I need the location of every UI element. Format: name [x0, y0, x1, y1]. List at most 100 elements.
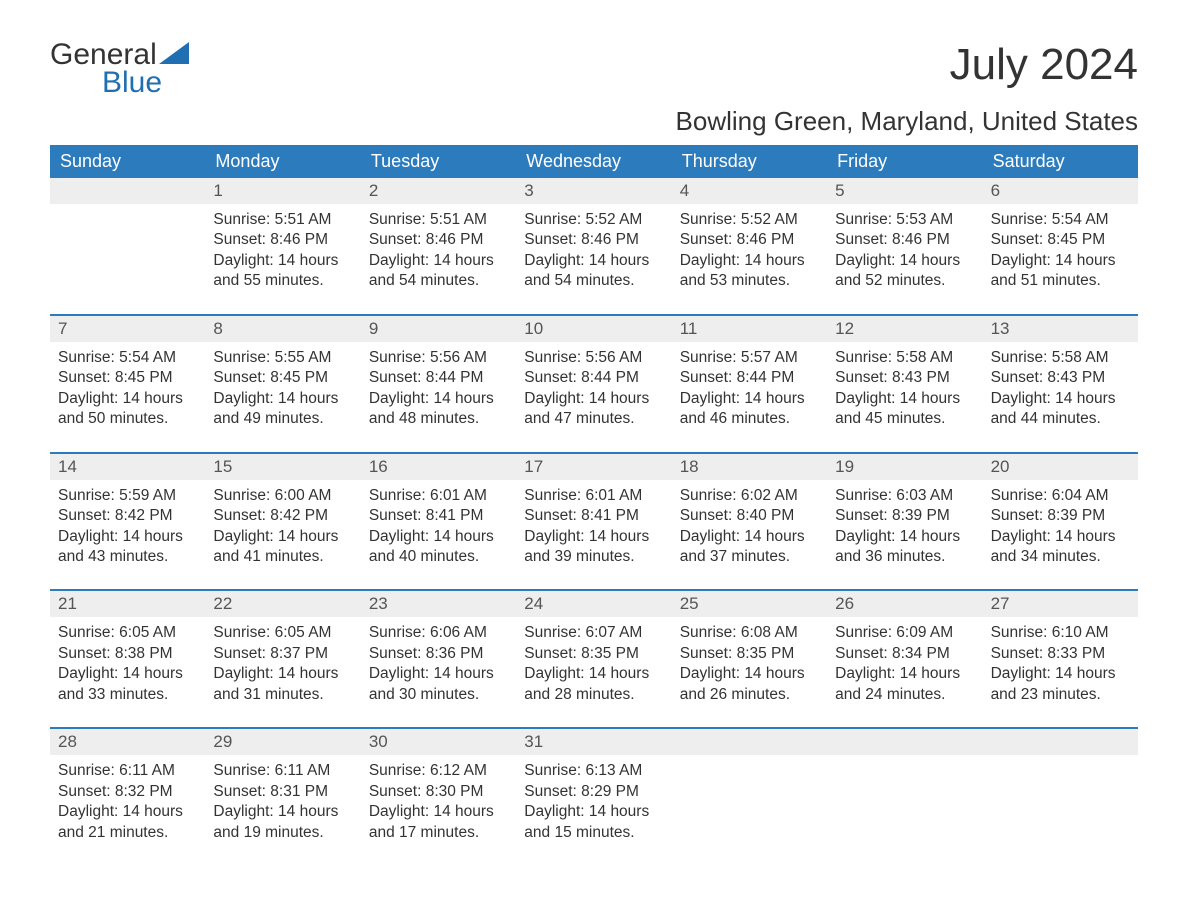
day-number: 27 [983, 589, 1138, 617]
daylight-line: Daylight: 14 hours and 55 minutes. [213, 251, 352, 292]
day-body: Sunrise: 6:05 AMSunset: 8:37 PMDaylight:… [205, 617, 360, 705]
sunset-line: Sunset: 8:45 PM [58, 368, 197, 388]
day-cell: 31Sunrise: 6:13 AMSunset: 8:29 PMDayligh… [516, 727, 671, 843]
sunset-line: Sunset: 8:33 PM [991, 644, 1130, 664]
day-header-row: SundayMondayTuesdayWednesdayThursdayFrid… [50, 145, 1138, 178]
day-cell: 4Sunrise: 5:52 AMSunset: 8:46 PMDaylight… [672, 178, 827, 292]
sunrise-line: Sunrise: 5:53 AM [835, 210, 974, 230]
location-subtitle: Bowling Green, Maryland, United States [50, 106, 1138, 137]
sunrise-line: Sunrise: 6:09 AM [835, 623, 974, 643]
day-number: 21 [50, 589, 205, 617]
daylight-line: Daylight: 14 hours and 43 minutes. [58, 527, 197, 568]
sunrise-line: Sunrise: 6:04 AM [991, 486, 1130, 506]
day-body: Sunrise: 5:51 AMSunset: 8:46 PMDaylight:… [361, 204, 516, 292]
daylight-line: Daylight: 14 hours and 31 minutes. [213, 664, 352, 705]
sunrise-line: Sunrise: 5:51 AM [213, 210, 352, 230]
sunrise-line: Sunrise: 5:52 AM [680, 210, 819, 230]
daylight-line: Daylight: 14 hours and 52 minutes. [835, 251, 974, 292]
daylight-line: Daylight: 14 hours and 37 minutes. [680, 527, 819, 568]
daylight-line: Daylight: 14 hours and 50 minutes. [58, 389, 197, 430]
day-body: Sunrise: 6:11 AMSunset: 8:32 PMDaylight:… [50, 755, 205, 843]
daylight-line: Daylight: 14 hours and 23 minutes. [991, 664, 1130, 705]
sunrise-line: Sunrise: 6:13 AM [524, 761, 663, 781]
day-cell: 6Sunrise: 5:54 AMSunset: 8:45 PMDaylight… [983, 178, 1138, 292]
daylight-line: Daylight: 14 hours and 54 minutes. [369, 251, 508, 292]
day-cell: 10Sunrise: 5:56 AMSunset: 8:44 PMDayligh… [516, 314, 671, 430]
day-number: . [827, 727, 982, 755]
sunrise-line: Sunrise: 6:01 AM [369, 486, 508, 506]
page-header: General Blue July 2024 [50, 40, 1138, 98]
day-cell: 18Sunrise: 6:02 AMSunset: 8:40 PMDayligh… [672, 452, 827, 568]
day-number: . [50, 178, 205, 204]
sunrise-line: Sunrise: 6:06 AM [369, 623, 508, 643]
sunset-line: Sunset: 8:31 PM [213, 782, 352, 802]
sunset-line: Sunset: 8:43 PM [991, 368, 1130, 388]
sunrise-line: Sunrise: 5:51 AM [369, 210, 508, 230]
sunrise-line: Sunrise: 6:11 AM [58, 761, 197, 781]
day-body: Sunrise: 5:54 AMSunset: 8:45 PMDaylight:… [983, 204, 1138, 292]
daylight-line: Daylight: 14 hours and 48 minutes. [369, 389, 508, 430]
day-cell: . [50, 178, 205, 292]
sunrise-line: Sunrise: 5:54 AM [991, 210, 1130, 230]
day-number: 29 [205, 727, 360, 755]
day-number: 19 [827, 452, 982, 480]
month-title: July 2024 [950, 40, 1138, 90]
sunrise-line: Sunrise: 5:52 AM [524, 210, 663, 230]
title-block: July 2024 [950, 40, 1138, 90]
day-body: Sunrise: 6:02 AMSunset: 8:40 PMDaylight:… [672, 480, 827, 568]
sunset-line: Sunset: 8:42 PM [58, 506, 197, 526]
day-body: Sunrise: 6:12 AMSunset: 8:30 PMDaylight:… [361, 755, 516, 843]
day-number: 5 [827, 178, 982, 204]
day-number: 6 [983, 178, 1138, 204]
daylight-line: Daylight: 14 hours and 45 minutes. [835, 389, 974, 430]
sunset-line: Sunset: 8:42 PM [213, 506, 352, 526]
sunrise-line: Sunrise: 6:07 AM [524, 623, 663, 643]
daylight-line: Daylight: 14 hours and 15 minutes. [524, 802, 663, 843]
day-cell: 30Sunrise: 6:12 AMSunset: 8:30 PMDayligh… [361, 727, 516, 843]
daylight-line: Daylight: 14 hours and 33 minutes. [58, 664, 197, 705]
sunset-line: Sunset: 8:45 PM [213, 368, 352, 388]
day-cell: 8Sunrise: 5:55 AMSunset: 8:45 PMDaylight… [205, 314, 360, 430]
day-header: Monday [205, 145, 360, 178]
sunset-line: Sunset: 8:43 PM [835, 368, 974, 388]
day-cell: . [827, 727, 982, 843]
day-header: Friday [827, 145, 982, 178]
day-cell: 16Sunrise: 6:01 AMSunset: 8:41 PMDayligh… [361, 452, 516, 568]
day-cell: 19Sunrise: 6:03 AMSunset: 8:39 PMDayligh… [827, 452, 982, 568]
day-body: Sunrise: 6:01 AMSunset: 8:41 PMDaylight:… [516, 480, 671, 568]
sunset-line: Sunset: 8:32 PM [58, 782, 197, 802]
day-cell: 2Sunrise: 5:51 AMSunset: 8:46 PMDaylight… [361, 178, 516, 292]
day-number: 26 [827, 589, 982, 617]
day-body: Sunrise: 6:07 AMSunset: 8:35 PMDaylight:… [516, 617, 671, 705]
sunrise-line: Sunrise: 6:02 AM [680, 486, 819, 506]
logo-text-2: Blue [102, 68, 189, 98]
daylight-line: Daylight: 14 hours and 40 minutes. [369, 527, 508, 568]
day-cell: 11Sunrise: 5:57 AMSunset: 8:44 PMDayligh… [672, 314, 827, 430]
day-body: Sunrise: 6:03 AMSunset: 8:39 PMDaylight:… [827, 480, 982, 568]
day-number: 8 [205, 314, 360, 342]
sunrise-line: Sunrise: 6:10 AM [991, 623, 1130, 643]
sunset-line: Sunset: 8:37 PM [213, 644, 352, 664]
sunset-line: Sunset: 8:35 PM [524, 644, 663, 664]
daylight-line: Daylight: 14 hours and 28 minutes. [524, 664, 663, 705]
day-body: Sunrise: 5:59 AMSunset: 8:42 PMDaylight:… [50, 480, 205, 568]
day-cell: 1Sunrise: 5:51 AMSunset: 8:46 PMDaylight… [205, 178, 360, 292]
day-number: 12 [827, 314, 982, 342]
day-cell: 12 Sunrise: 5:58 AMSunset: 8:43 PMDayligh… [827, 314, 982, 430]
day-number: 2 [361, 178, 516, 204]
day-cell: 23Sunrise: 6:06 AMSunset: 8:36 PMDayligh… [361, 589, 516, 705]
day-cell: 29Sunrise: 6:11 AMSunset: 8:31 PMDayligh… [205, 727, 360, 843]
daylight-line: Daylight: 14 hours and 39 minutes. [524, 527, 663, 568]
day-header: Wednesday [516, 145, 671, 178]
daylight-line: Daylight: 14 hours and 53 minutes. [680, 251, 819, 292]
day-cell: 5Sunrise: 5:53 AMSunset: 8:46 PMDaylight… [827, 178, 982, 292]
sunrise-line: Sunrise: 5:58 AM [835, 348, 974, 368]
day-cell: 20Sunrise: 6:04 AMSunset: 8:39 PMDayligh… [983, 452, 1138, 568]
day-cell: 28Sunrise: 6:11 AMSunset: 8:32 PMDayligh… [50, 727, 205, 843]
sunset-line: Sunset: 8:39 PM [835, 506, 974, 526]
sunrise-line: Sunrise: 6:05 AM [58, 623, 197, 643]
day-number: 17 [516, 452, 671, 480]
day-number: . [672, 727, 827, 755]
sunset-line: Sunset: 8:46 PM [680, 230, 819, 250]
day-body: Sunrise: 6:13 AMSunset: 8:29 PMDaylight:… [516, 755, 671, 843]
